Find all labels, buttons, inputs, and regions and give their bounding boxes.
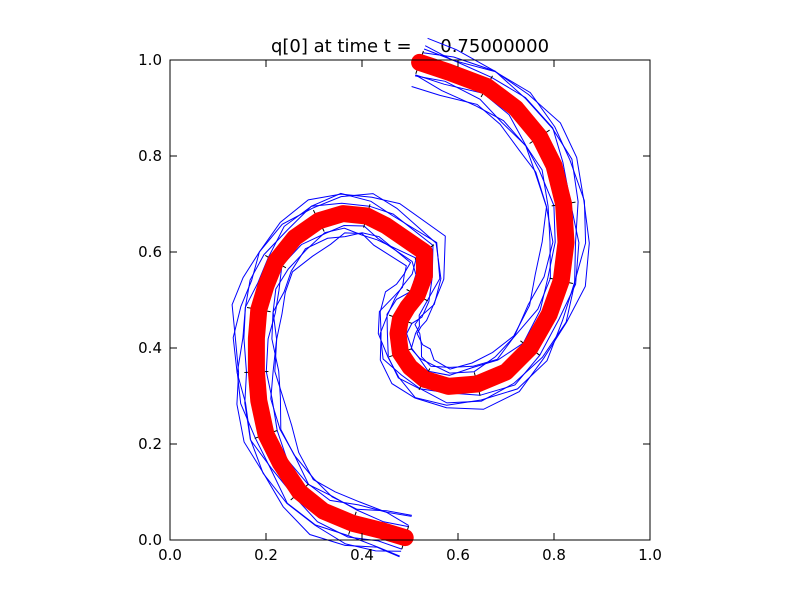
y-tick-label: 0.6	[138, 243, 162, 261]
x-tick-label: 0.4	[350, 546, 374, 564]
contour-line	[232, 74, 554, 552]
contour-line	[270, 52, 579, 527]
x-tick-label: 1.0	[638, 546, 662, 564]
plot-frame	[169, 59, 651, 541]
solution-curve	[247, 53, 575, 547]
contour-line	[274, 37, 590, 517]
x-tick-label: 0.2	[254, 546, 278, 564]
solution-curve-line	[247, 53, 575, 547]
y-tick-label: 0.8	[138, 147, 162, 165]
y-tick-label: 0.2	[138, 435, 162, 453]
y-tick-label: 0.4	[138, 339, 162, 357]
x-tick-label: 0.6	[446, 546, 470, 564]
x-tick-label: 0.0	[158, 546, 182, 564]
contour-line	[231, 86, 548, 558]
y-tick-label: 1.0	[138, 51, 162, 69]
contour-line	[271, 45, 587, 516]
x-axis-ticks: 0.0 0.2 0.4 0.6 0.8 1.0	[158, 60, 662, 564]
y-axis-ticks: 0.0 0.2 0.4 0.6 0.8 1.0	[138, 51, 650, 549]
x-tick-label: 0.8	[542, 546, 566, 564]
y-tick-label: 0.0	[138, 531, 162, 549]
contour-line	[243, 74, 556, 550]
chart-title: q[0] at time t = 0.75000000	[271, 36, 549, 57]
